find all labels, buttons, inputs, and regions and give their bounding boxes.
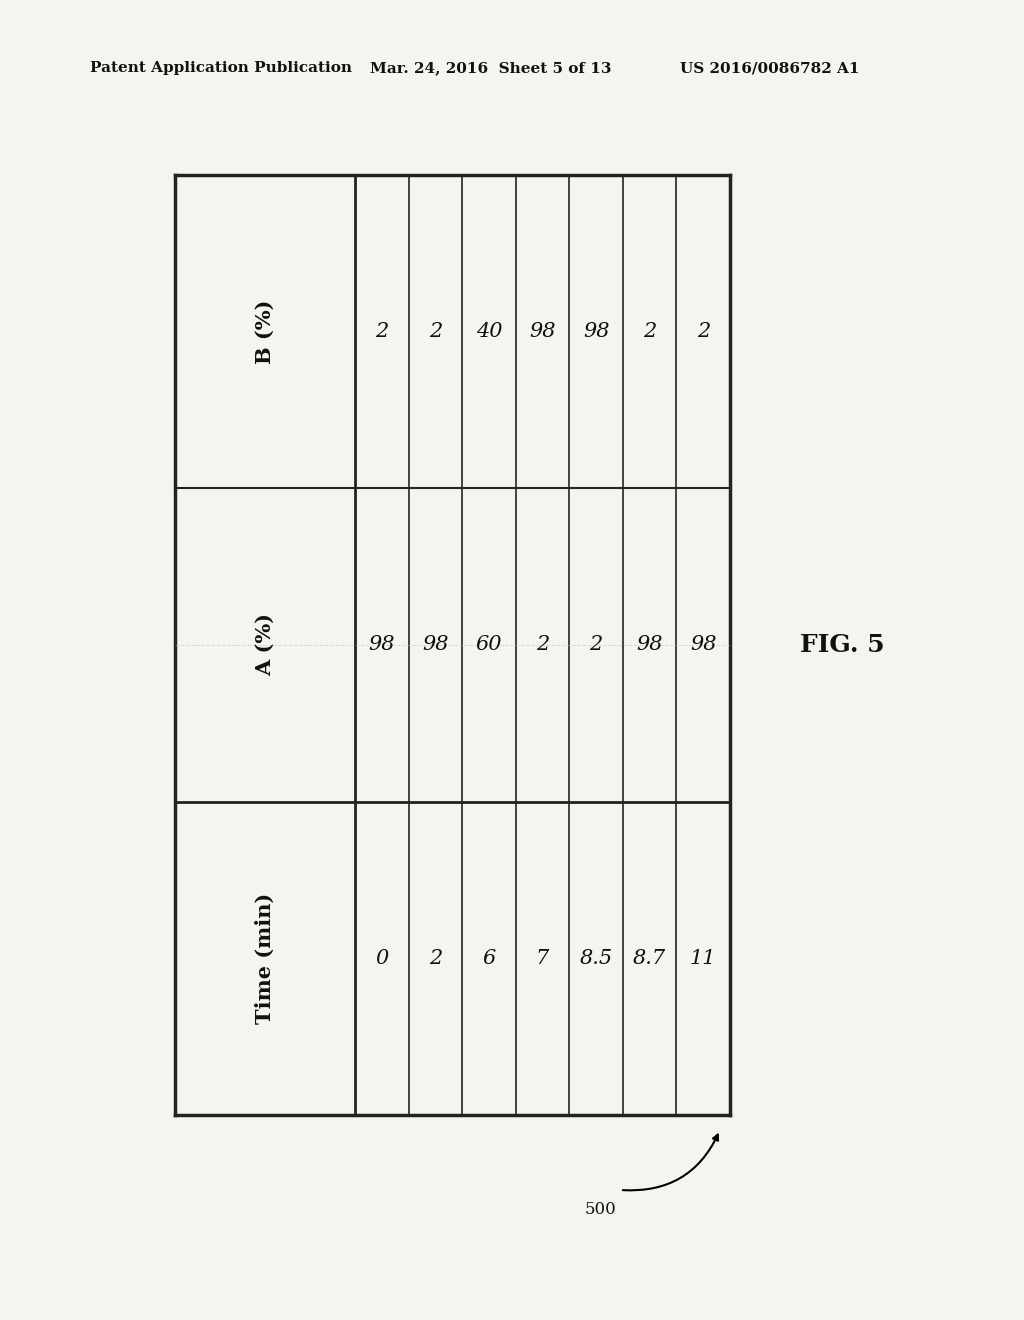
Text: FIG. 5: FIG. 5 [800, 634, 885, 657]
Text: 2: 2 [429, 322, 442, 341]
Text: 7: 7 [536, 949, 549, 968]
Text: A (%): A (%) [255, 614, 275, 676]
Text: 2: 2 [429, 949, 442, 968]
Text: 0: 0 [375, 949, 388, 968]
Text: 2: 2 [536, 635, 549, 655]
Text: 98: 98 [636, 635, 663, 655]
Text: 98: 98 [529, 322, 556, 341]
Text: 98: 98 [690, 635, 717, 655]
Text: 60: 60 [476, 635, 502, 655]
Text: Mar. 24, 2016  Sheet 5 of 13: Mar. 24, 2016 Sheet 5 of 13 [370, 61, 611, 75]
Text: US 2016/0086782 A1: US 2016/0086782 A1 [680, 61, 859, 75]
Text: 500: 500 [584, 1201, 615, 1218]
Text: 98: 98 [583, 322, 609, 341]
Text: 2: 2 [643, 322, 656, 341]
Text: Time (min): Time (min) [255, 892, 275, 1024]
Text: 8.5: 8.5 [580, 949, 612, 968]
Text: 2: 2 [590, 635, 603, 655]
Text: B (%): B (%) [255, 300, 275, 364]
Text: 6: 6 [482, 949, 496, 968]
Text: 11: 11 [690, 949, 717, 968]
Text: 2: 2 [696, 322, 710, 341]
Text: 98: 98 [422, 635, 449, 655]
Text: 98: 98 [369, 635, 395, 655]
Text: Patent Application Publication: Patent Application Publication [90, 61, 352, 75]
Text: 2: 2 [375, 322, 388, 341]
Text: 40: 40 [476, 322, 502, 341]
Text: 8.7: 8.7 [633, 949, 667, 968]
